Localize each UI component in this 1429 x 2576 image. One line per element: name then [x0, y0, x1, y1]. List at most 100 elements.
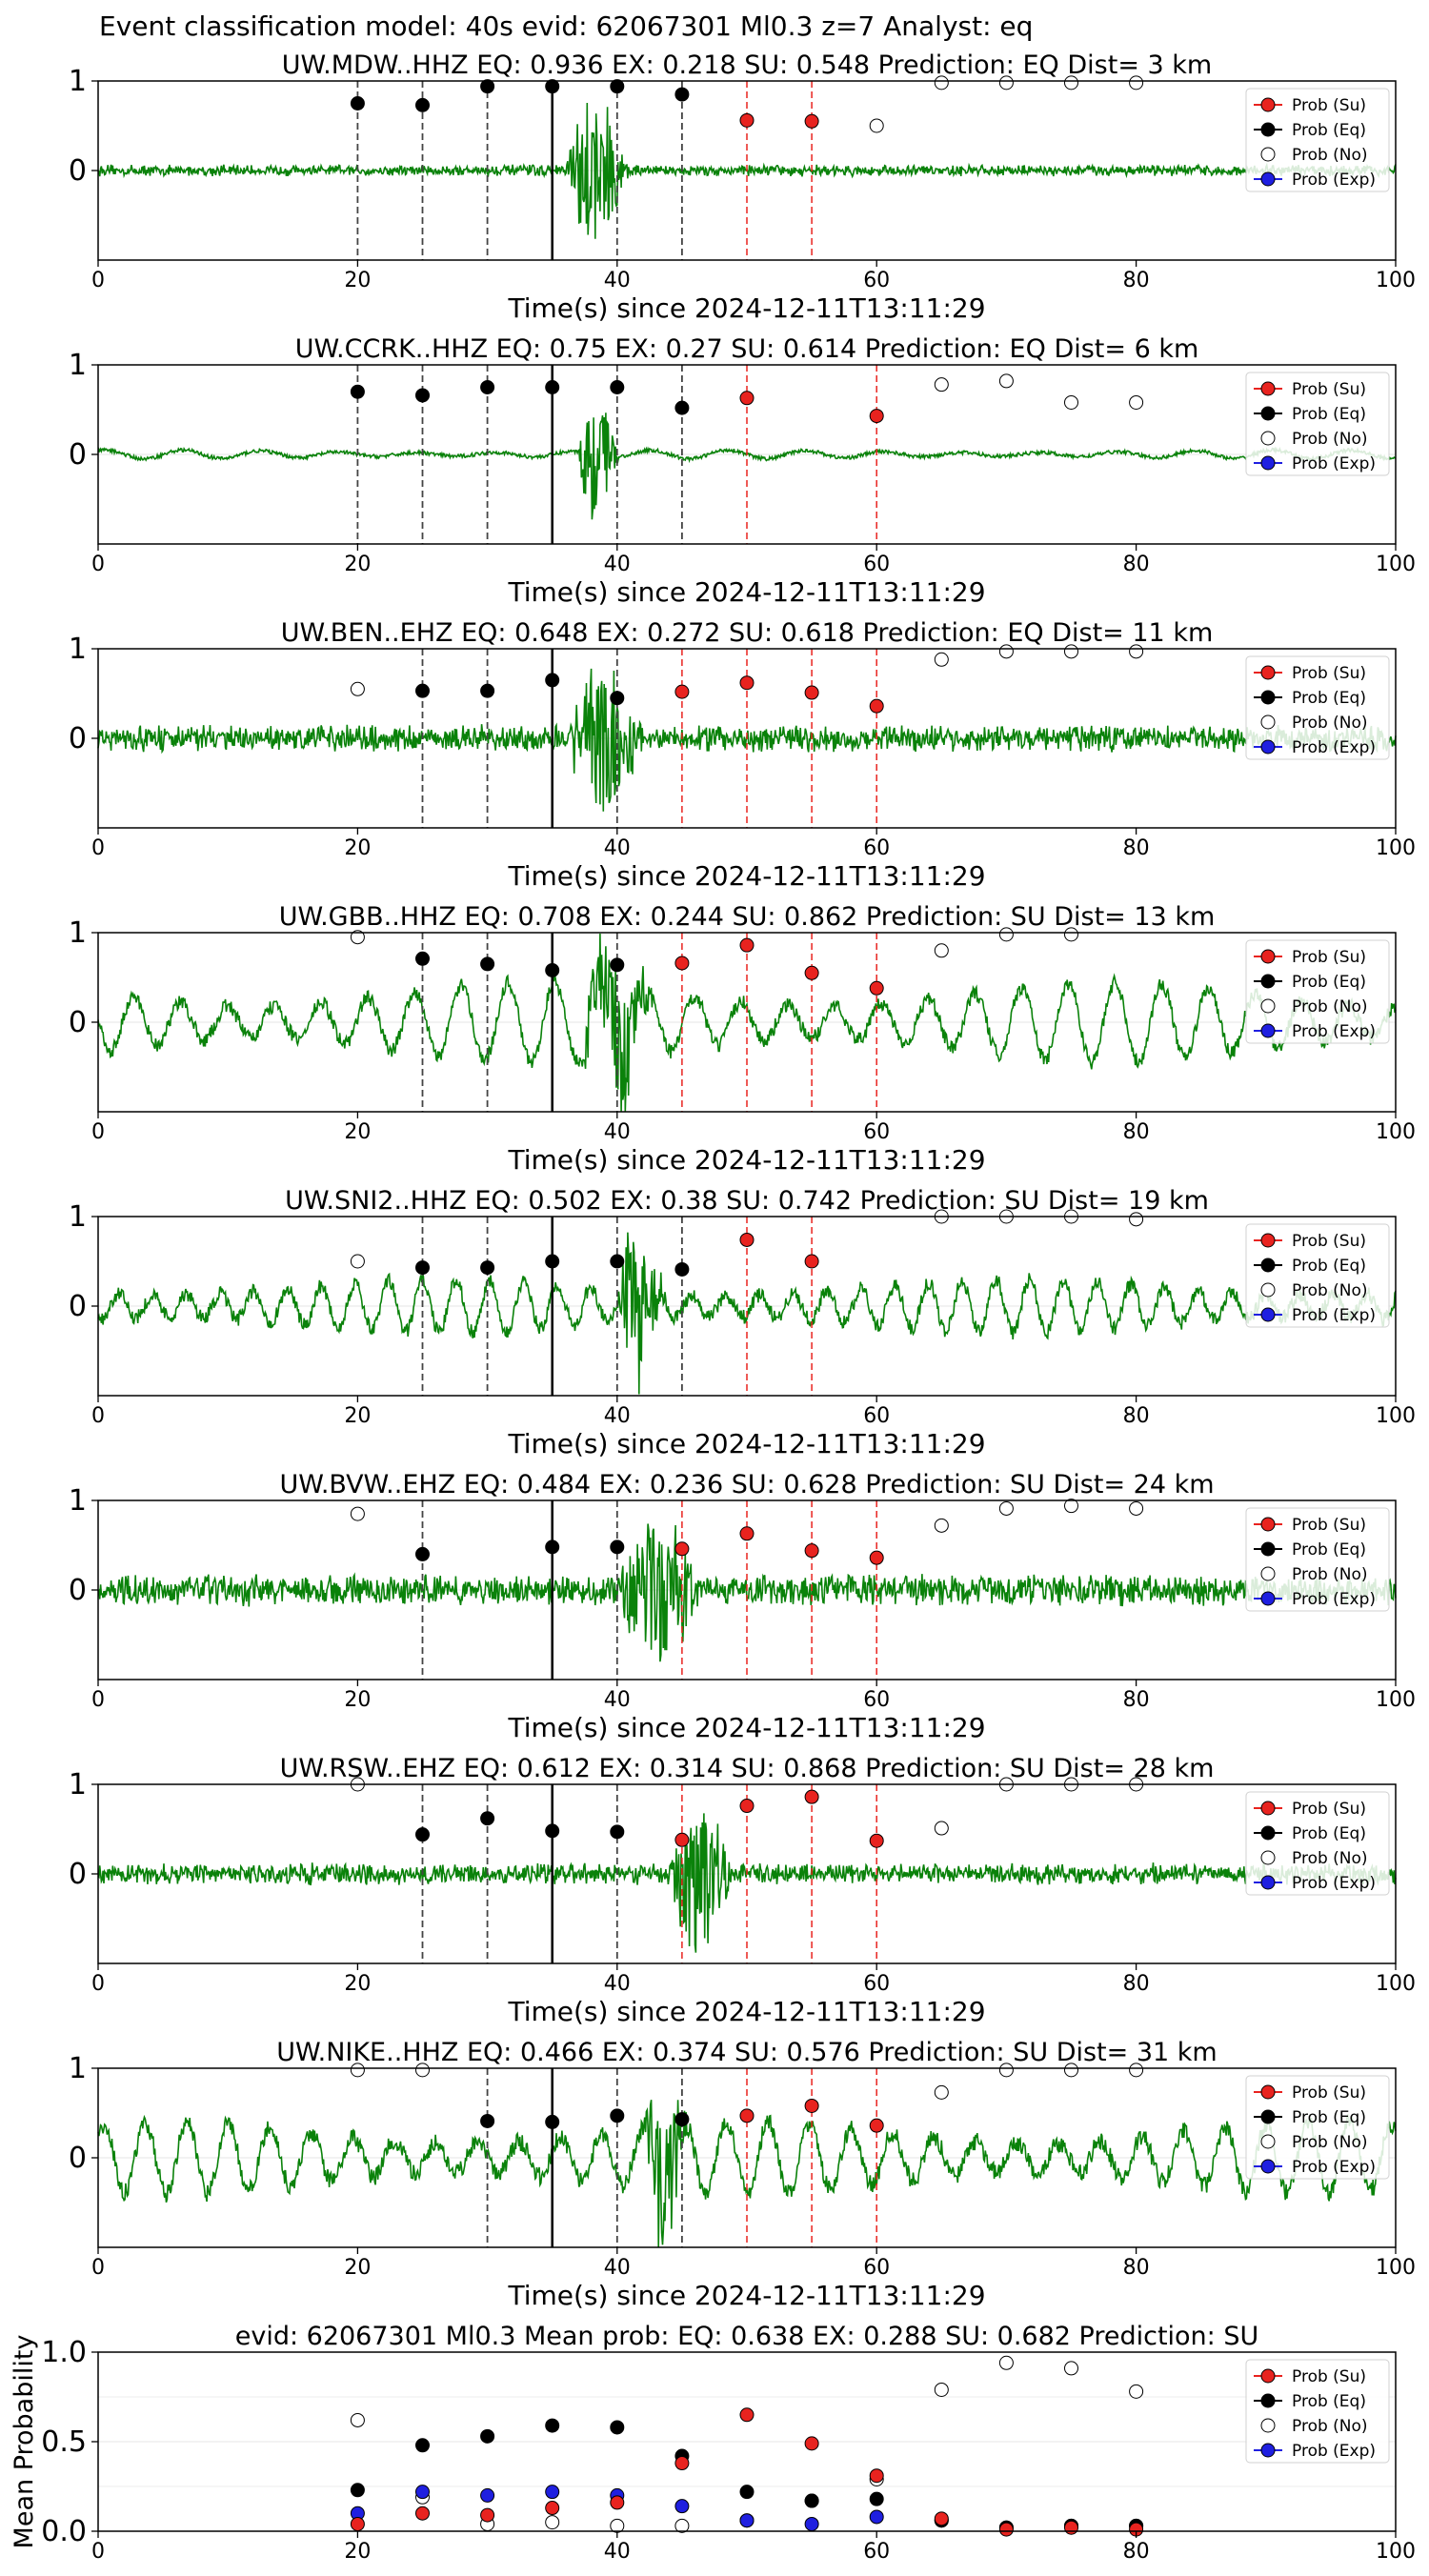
- prob-no-point: [998, 644, 1014, 659]
- prob-su-point: [869, 2118, 884, 2133]
- prob-su-point: [739, 1526, 755, 1541]
- prob-no-point: [545, 2515, 560, 2530]
- panel-title: UW.RSW..EHZ EQ: 0.612 EX: 0.314 SU: 0.86…: [280, 1754, 1215, 1783]
- prob-su-point: [674, 956, 690, 971]
- x-tick-label: 40: [604, 1972, 631, 1996]
- prob-eq-point: [674, 87, 690, 102]
- prob-su-point: [545, 2501, 560, 2516]
- figure-suptitle: Event classification model: 40s evid: 62…: [99, 10, 1033, 42]
- legend-marker: [1260, 1591, 1276, 1606]
- legend-marker: [1260, 974, 1276, 989]
- prob-su-point: [739, 1232, 755, 1247]
- legend: Prob (Su) Prob (Eq) Prob (No) Prob (Exp): [1245, 1791, 1390, 1896]
- legend-label: Prob (Eq): [1292, 1824, 1366, 1843]
- legend-label: Prob (Su): [1292, 1516, 1366, 1535]
- x-tick-label: 0: [91, 1688, 105, 1712]
- prob-su-point: [804, 1789, 819, 1804]
- prob-eq-point: [610, 691, 625, 706]
- panel-title: UW.BEN..EHZ EQ: 0.648 EX: 0.272 SU: 0.61…: [281, 618, 1214, 648]
- legend-label: Prob (No): [1292, 2133, 1368, 2152]
- prob-eq-point: [610, 2108, 625, 2123]
- legend-marker: [1260, 2084, 1276, 2100]
- legend-label: Prob (Su): [1292, 96, 1366, 115]
- legend-label: Prob (Exp): [1292, 2442, 1376, 2461]
- legend-label: Prob (Eq): [1292, 2392, 1366, 2411]
- prob-eq-point: [480, 2113, 495, 2128]
- x-tick-label: 20: [344, 1972, 371, 1996]
- x-tick-label: 40: [604, 553, 631, 576]
- x-axis-label: Time(s) since 2024-12-11T13:11:29: [507, 1996, 985, 2027]
- x-axis-label: Time(s) since 2024-12-11T13:11:29: [507, 860, 985, 892]
- prob-no-point: [934, 2382, 949, 2397]
- y-tick-label: 0: [69, 438, 87, 472]
- prob-su-point: [934, 2511, 949, 2526]
- prob-eq-point: [415, 951, 430, 966]
- prob-su-point: [739, 1799, 755, 1814]
- legend-marker: [1260, 2159, 1276, 2174]
- x-tick-label: 60: [863, 2256, 890, 2280]
- prob-no-point: [998, 2355, 1014, 2370]
- legend-label: Prob (Su): [1292, 948, 1366, 967]
- y-tick-label: 0.0: [41, 2515, 87, 2548]
- x-tick-label: 60: [863, 836, 890, 860]
- prob-eq-point: [415, 2438, 430, 2453]
- prob-su-point: [739, 112, 755, 128]
- prob-eq-point: [545, 2418, 560, 2433]
- legend-label: Prob (Exp): [1292, 738, 1376, 757]
- legend-marker: [1260, 998, 1276, 1014]
- legend-marker: [1260, 1541, 1276, 1557]
- x-tick-label: 100: [1376, 553, 1416, 576]
- prob-eq-point: [545, 673, 560, 688]
- legend-label: Prob (Exp): [1292, 454, 1376, 473]
- prob-eq-point: [610, 2420, 625, 2435]
- x-tick-label: 100: [1376, 1972, 1416, 1996]
- y-tick-label: 0: [69, 1858, 87, 1891]
- panel-title: evid: 62067301 Ml0.3 Mean prob: EQ: 0.63…: [235, 2322, 1259, 2351]
- prob-eq-point: [610, 1540, 625, 1555]
- prob-no-point: [1064, 2063, 1078, 2078]
- x-tick-label: 80: [1123, 269, 1150, 292]
- legend-label: Prob (Exp): [1292, 171, 1376, 190]
- prob-su-point: [804, 113, 819, 129]
- legend-marker: [1260, 1258, 1276, 1273]
- legend-marker: [1260, 2393, 1276, 2408]
- legend-marker: [1260, 2109, 1276, 2124]
- prob-su-point: [869, 409, 884, 424]
- prob-no-point: [674, 2518, 690, 2533]
- prob-no-point: [998, 75, 1014, 91]
- prob-no-point: [1129, 75, 1144, 91]
- legend: Prob (Su) Prob (Eq) Prob (No) Prob (Exp): [1245, 372, 1390, 476]
- x-axis-label: Time(s) since 2024-12-11T13:11:29: [507, 1712, 985, 1743]
- prob-su-point: [415, 2506, 430, 2521]
- legend-box: [1245, 1507, 1390, 1612]
- prob-no-point: [1129, 394, 1144, 410]
- prob-exp-point: [480, 2487, 495, 2503]
- prob-no-point: [1064, 927, 1078, 942]
- prob-eq-point: [545, 380, 560, 394]
- legend-label: Prob (Exp): [1292, 1874, 1376, 1893]
- legend-marker: [1260, 739, 1276, 755]
- legend-box: [1245, 939, 1390, 1044]
- x-tick-label: 0: [91, 1972, 105, 1996]
- legend-marker: [1260, 1875, 1276, 1890]
- legend: Prob (Su) Prob (Eq) Prob (No) Prob (Exp): [1245, 2075, 1390, 2180]
- panel-title: UW.BVW..EHZ EQ: 0.484 EX: 0.236 SU: 0.62…: [279, 1470, 1214, 1499]
- prob-su-point: [804, 2098, 819, 2113]
- legend-marker: [1260, 2134, 1276, 2149]
- x-tick-label: 40: [604, 1120, 631, 1144]
- x-tick-label: 20: [344, 836, 371, 860]
- prob-su-point: [739, 2108, 755, 2123]
- prob-no-point: [1129, 2384, 1144, 2399]
- legend-label: Prob (No): [1292, 714, 1368, 733]
- legend-label: Prob (No): [1292, 430, 1368, 449]
- prob-eq-point: [415, 1827, 430, 1842]
- prob-su-point: [739, 2407, 755, 2423]
- legend-marker: [1260, 2418, 1276, 2433]
- y-tick-label: 0: [69, 1006, 87, 1039]
- prob-eq-point: [610, 79, 625, 94]
- x-axis-label: Time(s) since 2024-12-11T13:11:29: [507, 1144, 985, 1176]
- panel-title: UW.MDW..HHZ EQ: 0.936 EX: 0.218 SU: 0.54…: [282, 50, 1212, 80]
- prob-no-point: [1064, 1499, 1078, 1514]
- legend-label: Prob (Eq): [1292, 1540, 1366, 1560]
